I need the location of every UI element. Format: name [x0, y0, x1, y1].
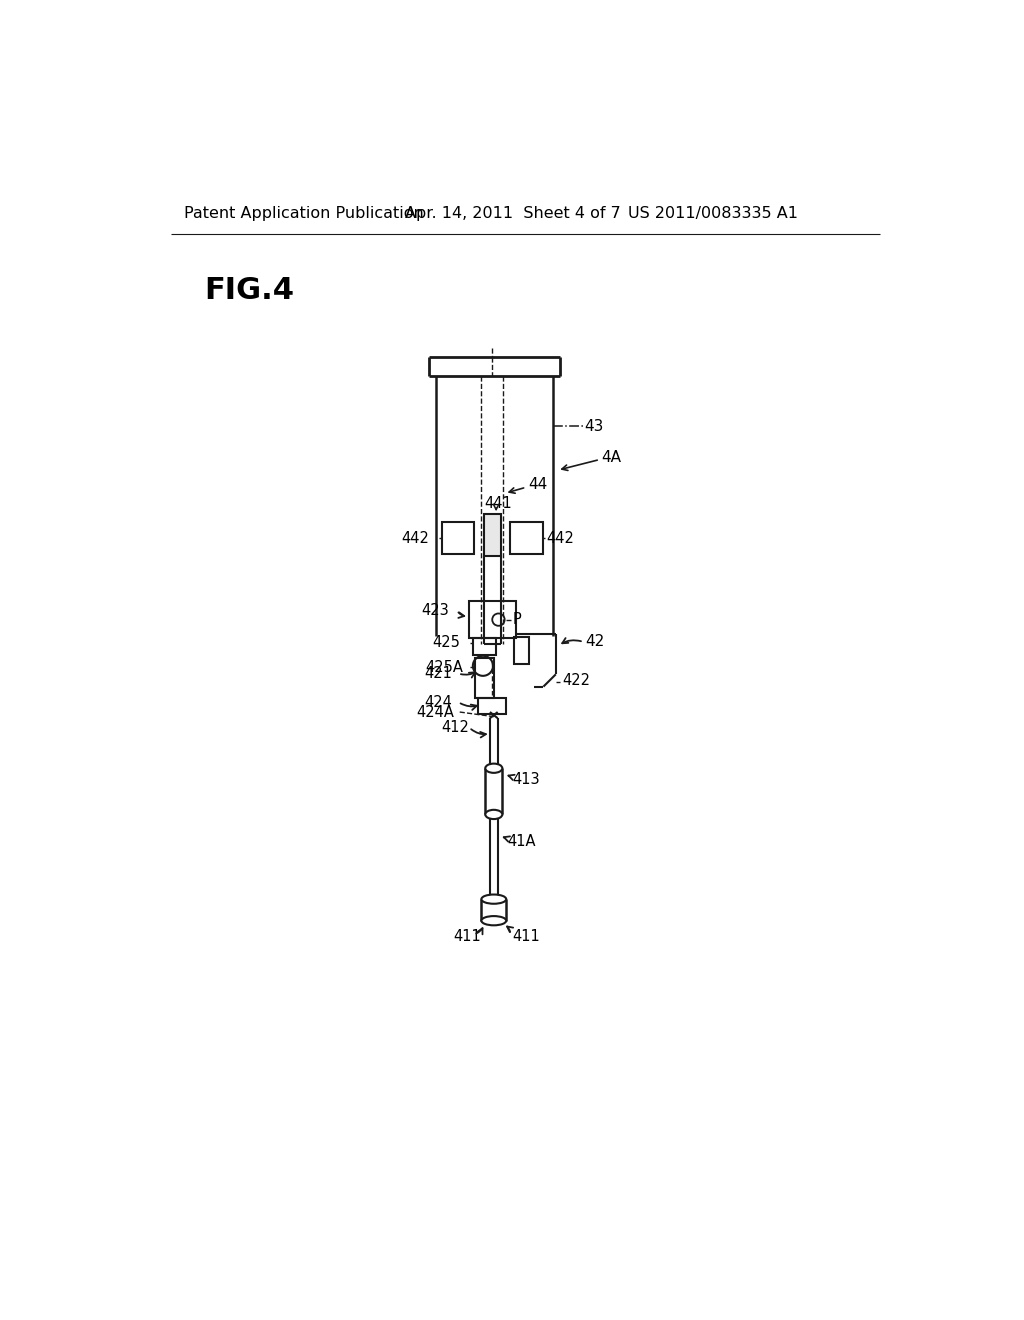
Bar	[514, 636, 529, 664]
Text: FIG.4: FIG.4	[204, 276, 294, 305]
Text: 412: 412	[441, 719, 469, 735]
Text: P: P	[512, 612, 521, 627]
Text: 421: 421	[424, 667, 452, 681]
Ellipse shape	[485, 810, 503, 818]
Text: 424: 424	[424, 694, 452, 710]
Bar	[442, 521, 474, 554]
Bar	[473, 638, 496, 655]
Text: 441: 441	[484, 496, 512, 511]
Text: 411: 411	[512, 928, 540, 944]
Text: 424A: 424A	[417, 705, 455, 719]
Text: 44: 44	[528, 478, 547, 492]
Text: 423: 423	[421, 603, 449, 618]
Text: 4A: 4A	[601, 450, 622, 465]
Text: 442: 442	[401, 531, 429, 545]
Bar	[475, 659, 494, 698]
Text: 42: 42	[586, 635, 604, 649]
Ellipse shape	[481, 895, 506, 904]
Text: 43: 43	[585, 418, 604, 434]
Text: Apr. 14, 2011  Sheet 4 of 7: Apr. 14, 2011 Sheet 4 of 7	[406, 206, 622, 222]
Text: 422: 422	[562, 673, 590, 688]
Bar	[483, 515, 501, 557]
Ellipse shape	[485, 763, 503, 774]
Text: 425: 425	[432, 635, 461, 651]
Bar	[478, 698, 506, 714]
Text: 41A: 41A	[508, 834, 537, 849]
Text: 442: 442	[547, 531, 574, 545]
Text: 411: 411	[454, 928, 481, 944]
Text: Patent Application Publication: Patent Application Publication	[183, 206, 424, 222]
Bar	[510, 521, 543, 554]
Text: US 2011/0083335 A1: US 2011/0083335 A1	[628, 206, 798, 222]
Text: 413: 413	[512, 772, 540, 787]
Text: 425A: 425A	[425, 660, 463, 675]
Bar	[469, 601, 515, 638]
Ellipse shape	[481, 916, 506, 925]
